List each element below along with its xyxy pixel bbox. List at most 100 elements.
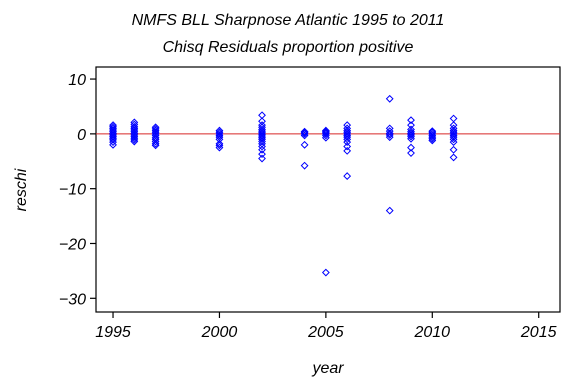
- chart-subtitle: Chisq Residuals proportion positive: [163, 39, 414, 56]
- y-tick-label: −30: [59, 291, 86, 308]
- data-point: [428, 131, 437, 140]
- data-point: [109, 135, 117, 144]
- data-point: [321, 268, 330, 277]
- data-point: [215, 131, 224, 140]
- data-point: [258, 137, 266, 146]
- data-point: [428, 133, 437, 142]
- data-point: [258, 135, 266, 144]
- data-point: [258, 130, 266, 139]
- data-point: [130, 132, 139, 141]
- y-axis: 10 0 −10 −20 −30: [59, 72, 96, 308]
- data-point: [407, 134, 415, 143]
- x-tick-label: 2010: [413, 324, 450, 341]
- data-point: [343, 142, 352, 151]
- data-points: [109, 94, 458, 277]
- data-point: [428, 136, 437, 145]
- data-point: [449, 138, 458, 146]
- data-point: [343, 129, 352, 138]
- x-tick-label: 2015: [520, 324, 557, 341]
- data-point: [258, 154, 266, 163]
- data-point: [258, 145, 266, 154]
- data-point: [385, 94, 394, 103]
- chart-title: NMFS BLL Sharpnose Atlantic 1995 to 2011: [132, 12, 445, 29]
- data-point: [407, 132, 415, 141]
- data-point: [130, 137, 139, 146]
- data-point: [343, 172, 352, 180]
- data-point: [151, 141, 160, 150]
- y-tick-label: 0: [77, 127, 86, 144]
- data-point: [215, 128, 224, 137]
- data-point: [321, 126, 330, 135]
- data-point: [321, 129, 330, 138]
- data-point: [258, 123, 266, 132]
- data-point: [109, 140, 117, 149]
- data-point: [130, 134, 139, 143]
- data-point: [300, 127, 309, 136]
- data-point: [343, 121, 352, 130]
- data-point: [343, 135, 352, 144]
- data-point: [449, 128, 458, 137]
- data-point: [407, 129, 415, 138]
- data-point: [449, 124, 458, 133]
- data-point: [151, 126, 160, 135]
- plot-frame: [95, 66, 561, 313]
- y-tick-label: −20: [59, 236, 86, 253]
- data-point: [321, 128, 330, 137]
- y-axis-label: reschi: [13, 168, 30, 211]
- data-point: [109, 138, 117, 146]
- data-point: [109, 132, 117, 141]
- data-point: [449, 114, 458, 123]
- data-point: [300, 140, 309, 149]
- data-point: [321, 131, 330, 140]
- data-point: [258, 150, 266, 159]
- data-point: [300, 131, 309, 140]
- data-point: [151, 137, 160, 146]
- data-point: [343, 146, 352, 155]
- data-point: [407, 125, 415, 134]
- data-point: [449, 129, 458, 138]
- data-point: [215, 129, 224, 138]
- data-point: [428, 134, 437, 143]
- data-point: [385, 129, 394, 138]
- data-point: [407, 131, 415, 139]
- x-axis: 1995 2000 2005 2010 2015: [95, 312, 557, 341]
- data-point: [300, 129, 309, 138]
- data-point: [258, 142, 266, 151]
- y-tick-label: −10: [59, 182, 86, 199]
- data-point: [215, 139, 224, 148]
- data-point: [300, 128, 309, 137]
- data-point: [407, 116, 415, 125]
- data-point: [343, 133, 352, 142]
- data-point: [151, 128, 160, 137]
- data-point: [151, 139, 160, 148]
- data-point: [449, 135, 458, 144]
- data-point: [407, 149, 415, 157]
- data-point: [449, 145, 458, 154]
- data-point: [343, 124, 352, 133]
- data-point: [215, 143, 224, 152]
- data-point: [385, 133, 394, 142]
- data-point: [343, 128, 352, 137]
- data-point: [151, 129, 160, 138]
- x-axis-label: year: [311, 360, 344, 377]
- x-tick-label: 2000: [201, 324, 238, 341]
- data-point: [343, 138, 352, 146]
- data-point: [215, 141, 224, 150]
- data-point: [407, 143, 415, 152]
- data-point: [449, 133, 458, 142]
- data-point: [300, 161, 309, 170]
- data-point: [258, 132, 266, 140]
- data-point: [385, 131, 394, 139]
- data-point: [449, 121, 458, 130]
- data-point: [109, 131, 117, 139]
- data-point: [407, 127, 415, 136]
- y-tick-label: 10: [68, 72, 86, 89]
- data-point: [130, 135, 139, 144]
- data-point: [449, 153, 458, 162]
- x-tick-label: 1995: [95, 324, 131, 341]
- data-point: [130, 120, 139, 129]
- x-tick-label: 2005: [307, 324, 344, 341]
- data-point: [321, 133, 330, 142]
- data-point: [385, 206, 394, 215]
